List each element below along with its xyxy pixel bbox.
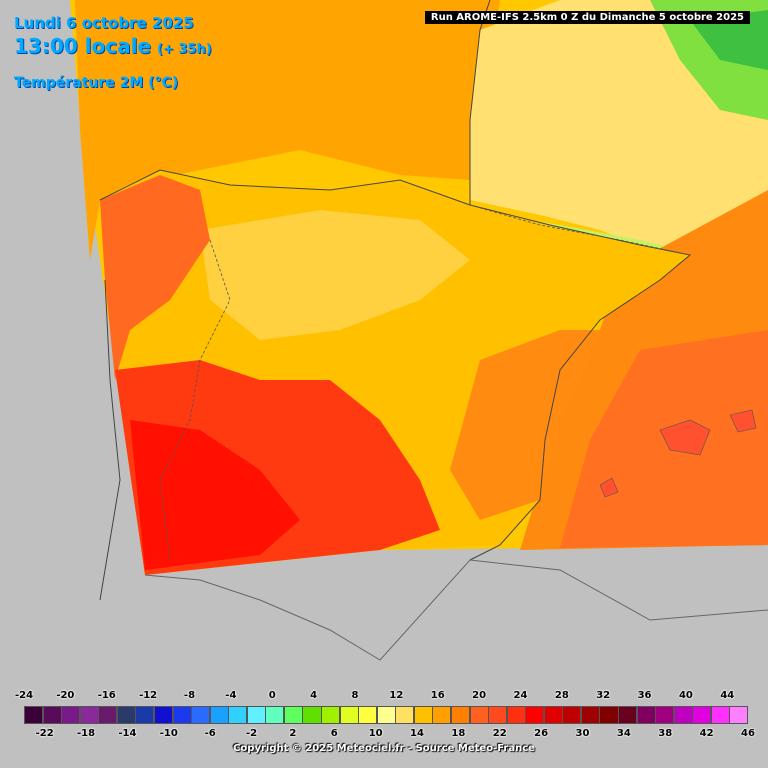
legend-tick-top: -12: [139, 690, 158, 701]
legend-tick-bottom: 42: [699, 728, 714, 739]
legend-color-cell: [246, 706, 266, 724]
legend-color-cell: [191, 706, 211, 724]
legend-color-cell: [599, 706, 619, 724]
legend-color-cell: [450, 706, 471, 724]
legend-tick-top: 0: [268, 690, 276, 701]
legend-tick-top: -8: [183, 690, 196, 701]
legend-tick-top: 36: [637, 690, 652, 701]
legend-tick-top: 16: [430, 690, 445, 701]
legend-color-cell: [339, 706, 359, 724]
legend-tick-bottom: 14: [410, 728, 424, 739]
meseta-plateau: [200, 210, 470, 340]
legend-color-cell: [98, 706, 118, 724]
legend-color-cell: [506, 706, 526, 724]
legend-color-cell: [209, 706, 229, 724]
legend-tick-top: -20: [56, 690, 75, 701]
copyright-notice: Copyright © 2025 Meteociel.fr - Source M…: [233, 743, 535, 754]
spain-france-border: [469, 204, 691, 256]
legend-color-cell: [692, 706, 712, 724]
legend-tick-bottom: -22: [35, 728, 54, 739]
legend-tick-top: -16: [97, 690, 116, 701]
legend-tick-top: 8: [351, 690, 359, 701]
legend-color-cell: [24, 706, 44, 724]
legend-tick-top: 20: [472, 690, 487, 701]
legend-color-cell: [655, 706, 675, 724]
mallorca-island: [659, 419, 711, 456]
coastline-south: [144, 559, 768, 661]
legend-tick-bottom: -10: [159, 728, 178, 739]
legend-color-cell: [79, 706, 99, 724]
legend-color-cell: [116, 706, 136, 724]
legend-tick-top: -4: [225, 690, 237, 701]
legend-color-cell: [358, 706, 378, 724]
legend-color-cell: [413, 706, 433, 724]
atlantic-warm-water: [75, 0, 500, 260]
east-coast-warm-area: [450, 330, 600, 520]
legend-color-cell: [469, 706, 489, 724]
legend-tick-top: 4: [310, 690, 318, 701]
legend-tick-top: 32: [596, 690, 611, 701]
legend-tick-bottom: -2: [245, 728, 258, 739]
legend-tick-bottom: 30: [575, 728, 590, 739]
forecast-hour-text: 13:00 locale: [14, 34, 151, 58]
legend-color-cell: [135, 706, 155, 724]
legend-tick-top: 12: [389, 690, 404, 701]
legend-color-cell: [710, 706, 730, 724]
legend-tick-bottom: -18: [77, 728, 96, 739]
legend-color-cell: [283, 706, 303, 724]
legend-tick-bottom: 10: [368, 728, 383, 739]
menorca-island: [729, 409, 757, 433]
legend-tick-bottom: 34: [616, 728, 631, 739]
color-scale-legend: -24 -20 -16 -12 -8 -4 0 4 8 12 16 20 24 28 32 36 40 44 -22…: [15, 690, 755, 750]
parameter-title: Température 2M (°C): [14, 75, 179, 91]
guadalquivir-hottest-area: [130, 420, 300, 570]
legend-color-cell: [618, 706, 638, 724]
legend-color-cell: [673, 706, 693, 724]
legend-tick-bottom: 2: [289, 728, 297, 739]
legend-color-cell: [376, 706, 396, 724]
legend-color-cell: [302, 706, 322, 724]
legend-tick-bottom: -14: [118, 728, 137, 739]
legend-tick-bottom: -6: [204, 728, 216, 739]
legend-tick-top: 28: [554, 690, 569, 701]
legend-color-cell: [562, 706, 582, 724]
coastline-portugal: [99, 279, 121, 601]
legend-color-cell: [61, 706, 81, 724]
legend-color-cell: [543, 706, 563, 724]
legend-tick-bottom: 22: [492, 728, 507, 739]
legend-color-cell: [580, 706, 600, 724]
legend-color-cell: [172, 706, 192, 724]
legend-tick-bottom: 18: [451, 728, 466, 739]
ibiza-island: [599, 477, 619, 498]
forecast-date: Lundi 6 octobre 2025: [14, 14, 194, 32]
legend-tick-bottom: 6: [330, 728, 338, 739]
legend-color-cell: [395, 706, 415, 724]
portugal-spain-border: [159, 239, 231, 561]
forecast-lead-time: (+ 35h): [157, 42, 212, 57]
legend-color-cell: [321, 706, 341, 724]
legend-color-cell: [488, 706, 508, 724]
legend-tick-top: -24: [14, 690, 34, 701]
legend-color-cell: [432, 706, 452, 724]
legend-color-cell: [228, 706, 248, 724]
legend-tick-bottom: 26: [534, 728, 549, 739]
legend-tick-bottom: 38: [658, 728, 673, 739]
legend-tick-top: 24: [513, 690, 528, 701]
legend-tick-bottom: 46: [741, 728, 755, 739]
legend-color-cell: [525, 706, 545, 724]
alps-coldest-area: [690, 10, 768, 70]
legend-color-cell: [636, 706, 656, 724]
legend-tick-top: 40: [678, 690, 693, 701]
galicia-warm-area: [100, 175, 210, 380]
legend-color-cell: [729, 706, 749, 724]
legend-tick-top: 44: [720, 690, 735, 701]
forecast-hour: 13:00 locale (+ 35h): [14, 34, 212, 58]
legend-color-cell: [42, 706, 62, 724]
legend-color-cell: [265, 706, 285, 724]
legend-color-cell: [153, 706, 173, 724]
run-label: Run AROME-IFS 2.5km 0 Z du Dimanche 5 oc…: [424, 11, 750, 24]
